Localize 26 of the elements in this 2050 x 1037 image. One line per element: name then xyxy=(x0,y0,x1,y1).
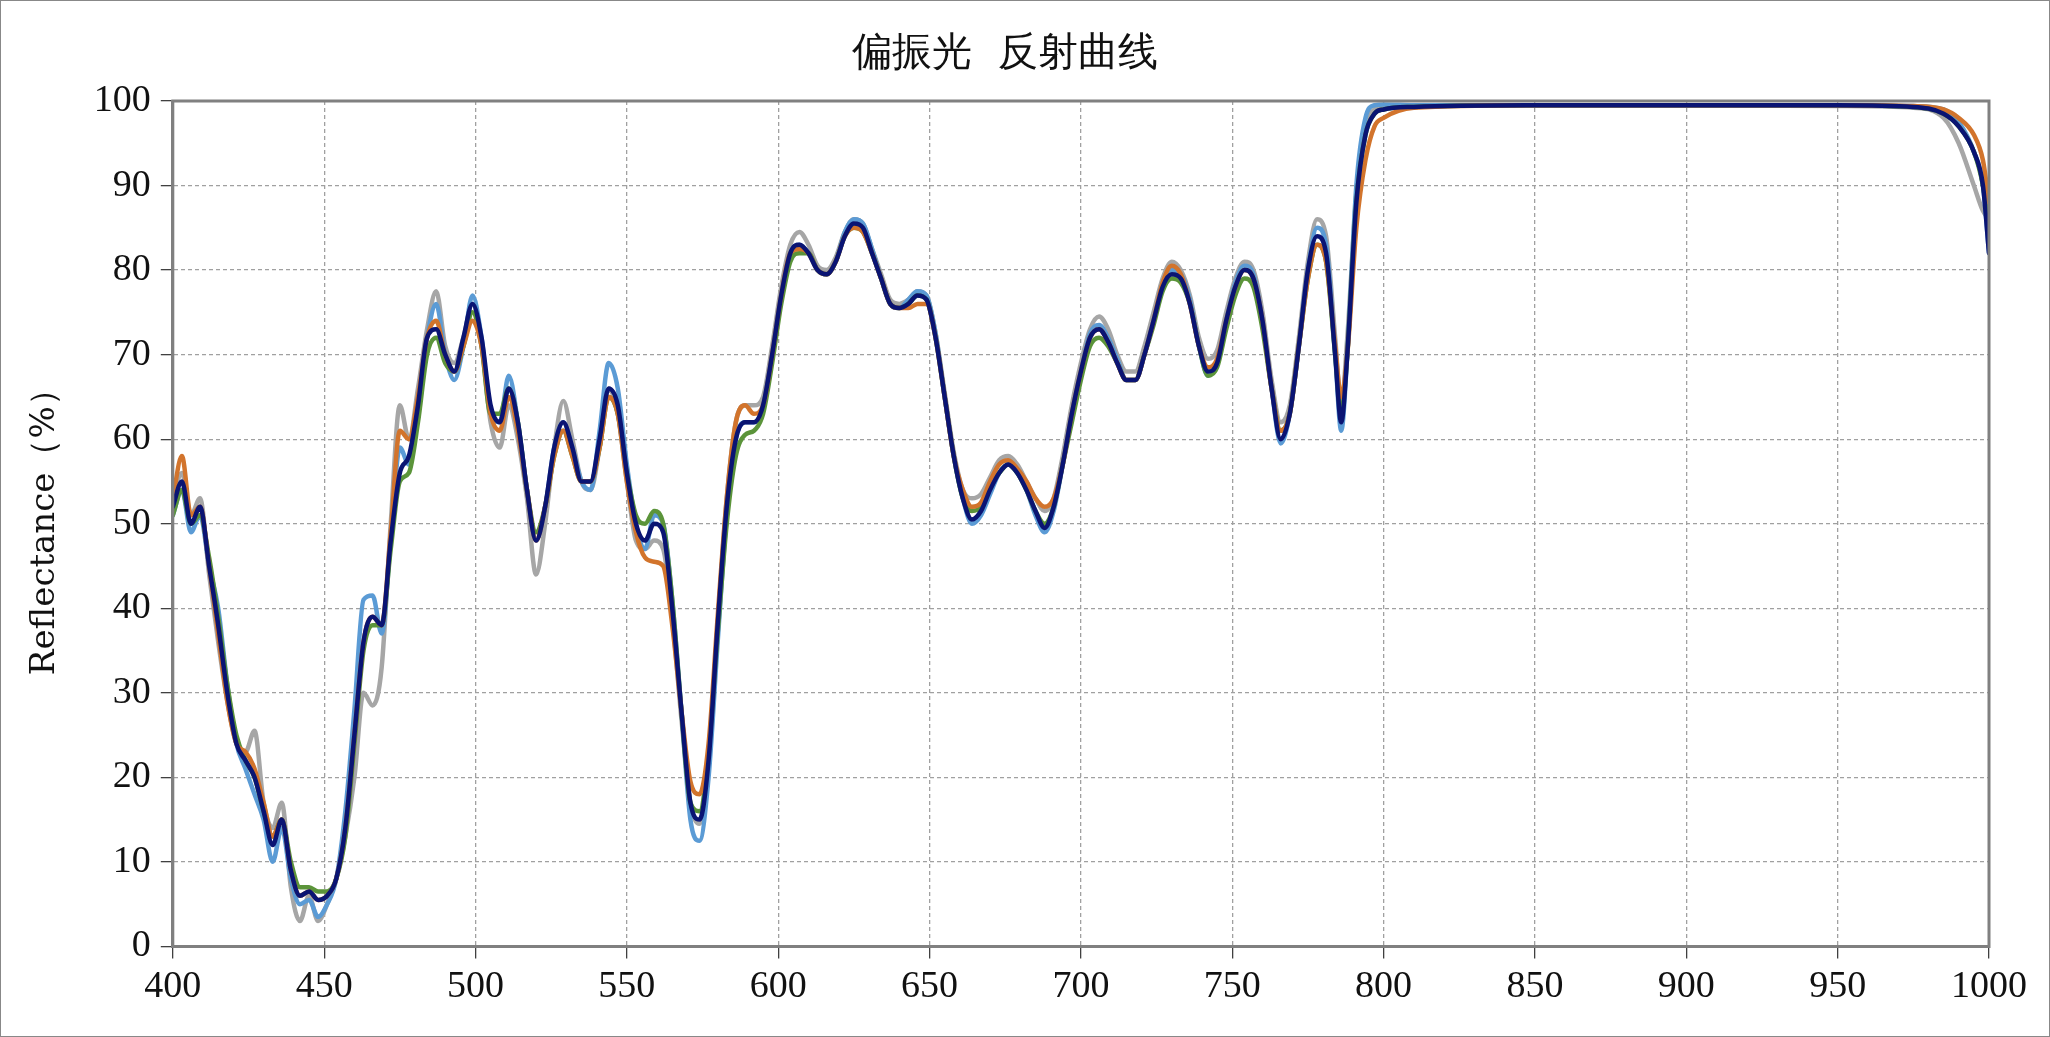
x-tick-label: 700 xyxy=(1052,963,1110,1006)
x-tick-label: 450 xyxy=(295,963,353,1006)
y-tick-label: 30 xyxy=(112,668,151,711)
y-tick-label: 20 xyxy=(112,753,151,796)
y-tick-label: 60 xyxy=(112,415,151,458)
chart-title: 偏振光 反射曲线 xyxy=(852,28,1158,75)
y-tick-label: 80 xyxy=(112,246,151,289)
x-tick-label: 950 xyxy=(1809,963,1867,1006)
x-tick-label: 400 xyxy=(144,963,202,1006)
x-tick-label: 850 xyxy=(1506,963,1564,1006)
y-tick-label: 0 xyxy=(131,922,151,965)
x-tick-label: 500 xyxy=(447,963,504,1006)
x-tick-label: 650 xyxy=(901,963,959,1006)
x-tick-label: 800 xyxy=(1355,963,1413,1006)
y-tick-label: 90 xyxy=(112,161,151,204)
y-tick-label: 40 xyxy=(112,584,151,627)
y-tick-label: 70 xyxy=(112,330,151,373)
y-tick-label: 50 xyxy=(112,499,151,542)
x-tick-label: 550 xyxy=(598,963,656,1006)
x-tick-label: 1000 xyxy=(1951,963,2027,1006)
x-tick-label: 900 xyxy=(1657,963,1715,1006)
y-tick-label: 10 xyxy=(112,837,151,880)
x-tick-label: 750 xyxy=(1203,963,1261,1006)
y-tick-label: 100 xyxy=(93,76,151,119)
y-axis-title: Reflectance（%） xyxy=(22,372,63,676)
x-tick-label: 600 xyxy=(749,963,807,1006)
